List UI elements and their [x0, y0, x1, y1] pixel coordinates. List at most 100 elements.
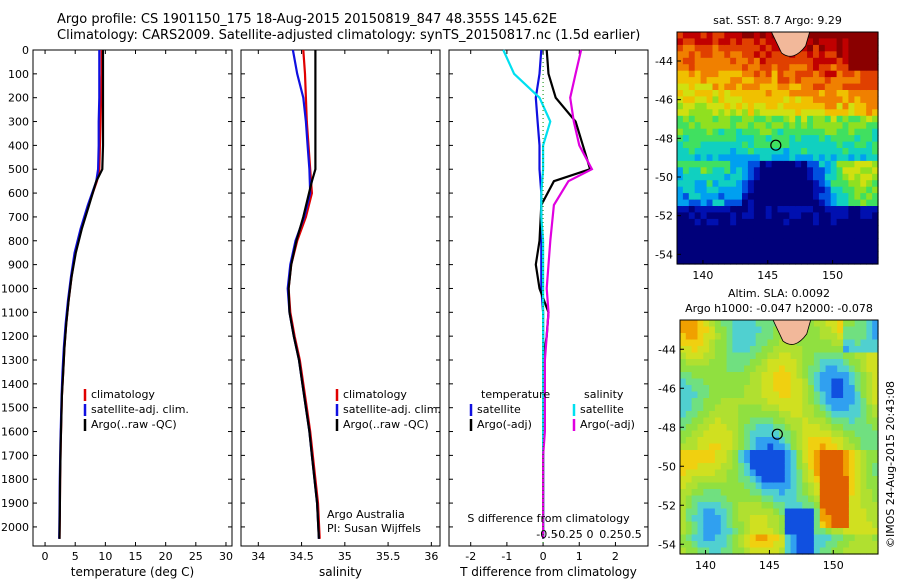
map-cell	[685, 424, 693, 432]
map-cell	[765, 51, 773, 59]
map-cell	[688, 186, 696, 194]
map-cell	[784, 365, 792, 373]
map-cell	[685, 443, 693, 451]
map-cell	[854, 365, 862, 373]
map-cell	[753, 251, 761, 259]
map-cell	[685, 521, 693, 529]
map-cell	[860, 90, 867, 97]
map-cell	[790, 385, 797, 393]
map-cell	[755, 430, 763, 438]
map-cell	[726, 456, 733, 464]
map-cell	[720, 424, 728, 432]
map-cell	[685, 541, 693, 549]
map-cell	[682, 102, 690, 110]
map-cell	[685, 482, 693, 490]
map-cell	[854, 430, 862, 438]
map-cell	[802, 430, 809, 438]
map-cell	[836, 32, 844, 39]
map-cell	[860, 122, 867, 130]
map-cell	[724, 44, 731, 52]
map-cell	[747, 83, 755, 91]
map-cell	[808, 508, 815, 516]
map-cell	[836, 238, 844, 246]
depth-tick-label: 100	[8, 68, 29, 81]
map-cell	[755, 502, 763, 510]
map-cell	[749, 404, 757, 412]
map-cell	[688, 225, 696, 233]
map-cell	[872, 515, 879, 523]
map-cell	[736, 173, 743, 181]
map-cell	[866, 102, 873, 110]
map-cell	[819, 463, 827, 471]
map-cell	[767, 528, 774, 536]
map-cell	[718, 186, 725, 194]
map-cell	[718, 57, 725, 65]
map-cell	[789, 238, 796, 246]
map-cell	[866, 398, 873, 406]
map-cell	[784, 359, 792, 367]
map-cell	[836, 148, 844, 155]
map-cell	[842, 218, 849, 226]
map-cell	[789, 199, 796, 207]
map-cell	[761, 463, 768, 471]
map-cell	[720, 352, 728, 360]
map-cell	[680, 534, 687, 542]
map-cell	[767, 521, 774, 529]
map-cell	[836, 257, 844, 265]
map-cell	[872, 257, 879, 265]
map-cell	[677, 167, 684, 175]
map-cell	[824, 77, 832, 85]
map-cell	[807, 57, 814, 65]
map-cell	[700, 90, 708, 97]
map-cell	[703, 482, 710, 490]
map-cell	[836, 44, 844, 52]
map-cell	[726, 489, 733, 497]
map-cell	[730, 44, 737, 52]
map-x-tick-label: 150	[823, 559, 844, 572]
map-cell	[872, 38, 879, 46]
map-cell	[837, 521, 844, 529]
map-cell	[802, 528, 809, 536]
map-cell	[709, 404, 716, 412]
map-cell	[720, 359, 728, 367]
depth-tick-label: 1100	[1, 306, 29, 319]
map-cell	[753, 141, 761, 149]
map-cell	[765, 70, 773, 78]
map-cell	[706, 38, 714, 46]
map-cell	[730, 141, 737, 149]
map-cell	[866, 57, 873, 65]
map-cell	[854, 160, 861, 168]
map-cell	[784, 534, 792, 542]
map-cell	[872, 225, 879, 233]
map-cell	[682, 238, 690, 246]
map-cell	[730, 251, 737, 259]
map-cell	[691, 547, 698, 555]
map-cell	[691, 482, 698, 490]
map-cell	[802, 417, 809, 425]
map-cell	[738, 450, 745, 458]
map-cell	[860, 352, 867, 360]
map-cell	[807, 115, 814, 123]
map-cell	[842, 173, 849, 181]
map-cell	[726, 528, 733, 536]
map-cell	[677, 180, 684, 188]
map-cell	[744, 456, 751, 464]
map-cell	[837, 541, 844, 549]
map-cell	[866, 346, 873, 354]
map-cell	[813, 32, 820, 39]
map-cell	[720, 541, 728, 549]
map-cell	[860, 333, 867, 341]
map-cell	[872, 173, 879, 181]
map-cell	[697, 365, 704, 373]
map-cell	[694, 51, 702, 59]
map-cell	[718, 218, 725, 226]
map-cell	[836, 90, 844, 97]
map-cell	[732, 352, 739, 360]
map-cell	[802, 339, 809, 347]
map-cell	[866, 463, 873, 471]
map-cell	[843, 326, 850, 334]
map-cell	[842, 38, 849, 46]
map-cell	[825, 469, 832, 477]
map-cell	[703, 372, 710, 380]
map-cell	[854, 352, 862, 360]
